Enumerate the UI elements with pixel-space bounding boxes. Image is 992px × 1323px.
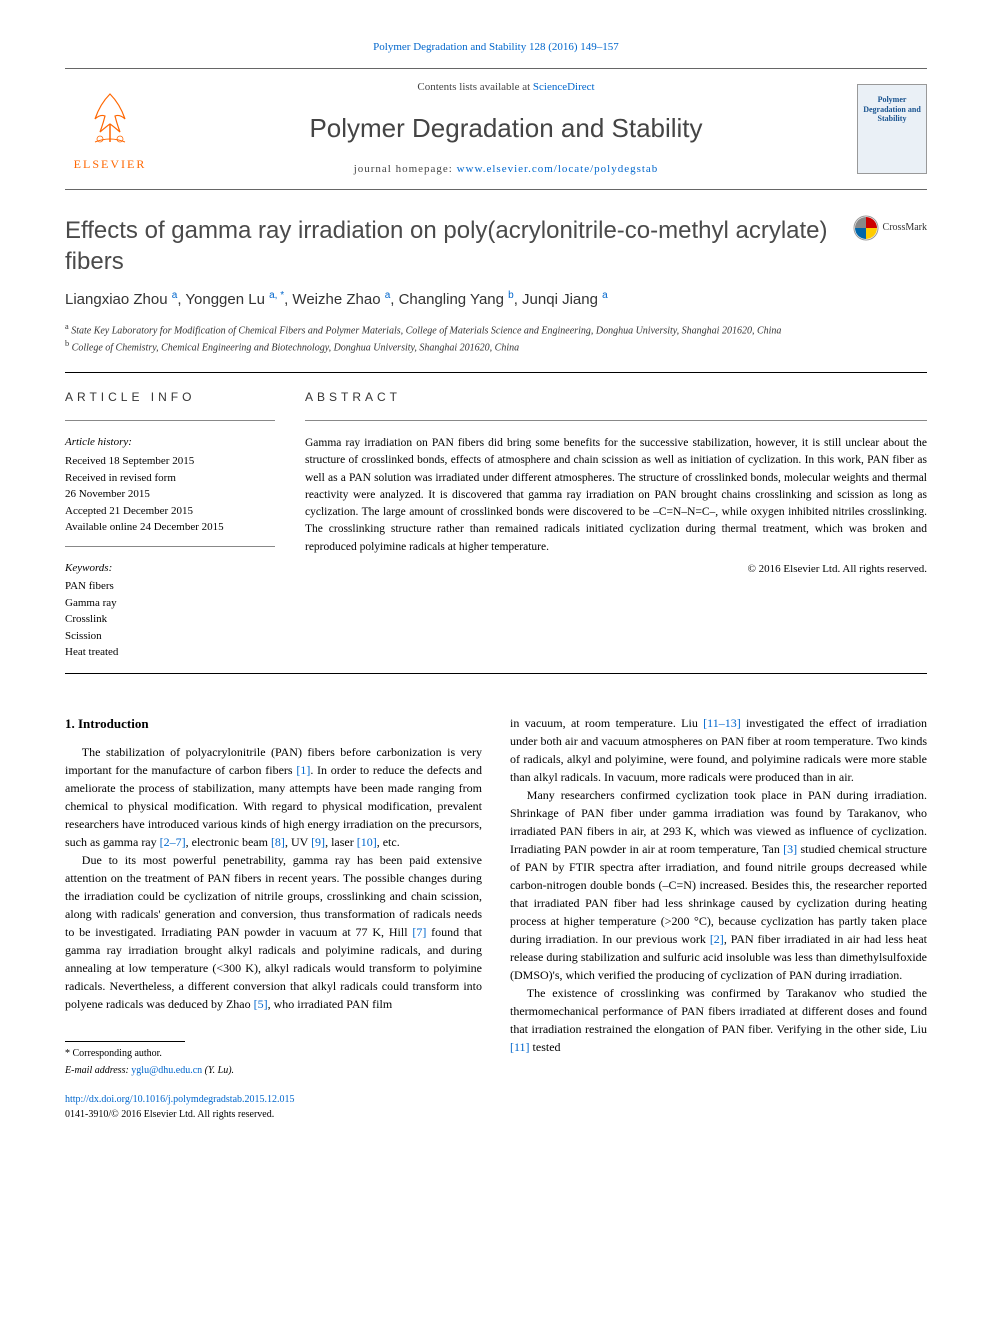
article-info: ARTICLE INFO Article history: Received 1… xyxy=(65,389,275,661)
history-list: Received 18 September 2015Received in re… xyxy=(65,453,275,536)
affiliations: a State Key Laboratory for Modification … xyxy=(65,321,927,356)
keyword: Heat treated xyxy=(65,644,275,661)
abstract-text: Gamma ray irradiation on PAN fibers did … xyxy=(305,435,927,556)
doi-link[interactable]: http://dx.doi.org/10.1016/j.polymdegrads… xyxy=(65,1094,295,1105)
contents-line: Contents lists available at ScienceDirec… xyxy=(155,80,857,96)
abstract-heading: ABSTRACT xyxy=(305,389,927,406)
section-heading: 1. Introduction xyxy=(65,714,482,734)
body-paragraph: in vacuum, at room temperature. Liu [11–… xyxy=(510,714,927,786)
body-paragraph: The existence of crosslinking was confir… xyxy=(510,984,927,1056)
elsevier-tree-icon xyxy=(75,84,145,154)
body-paragraph: Due to its most powerful penetrability, … xyxy=(65,851,482,1013)
keyword: Crosslink xyxy=(65,611,275,628)
journal-name: Polymer Degradation and Stability xyxy=(155,110,857,148)
homepage-line: journal homepage: www.elsevier.com/locat… xyxy=(155,162,857,178)
crossmark-badge[interactable]: CrossMark xyxy=(853,215,927,241)
body-right-column: in vacuum, at room temperature. Liu [11–… xyxy=(510,714,927,1123)
crossmark-icon xyxy=(853,215,879,241)
body-left-column: 1. Introduction The stabilization of pol… xyxy=(65,714,482,1123)
email-line: E-mail address: yglu@dhu.edu.cn (Y. Lu). xyxy=(65,1063,482,1078)
copyright: © 2016 Elsevier Ltd. All rights reserved… xyxy=(305,562,927,578)
body-paragraph: The stabilization of polyacrylonitrile (… xyxy=(65,743,482,851)
footer-divider xyxy=(65,1041,185,1042)
article-title: Effects of gamma ray irradiation on poly… xyxy=(65,215,853,277)
affiliation-a: a State Key Laboratory for Modification … xyxy=(65,321,927,338)
homepage-link[interactable]: www.elsevier.com/locate/polydegstab xyxy=(457,163,659,175)
history-label: Article history: xyxy=(65,435,275,451)
abstract-column: ABSTRACT Gamma ray irradiation on PAN fi… xyxy=(305,389,927,661)
keywords-list: PAN fibersGamma rayCrosslinkScissionHeat… xyxy=(65,578,275,661)
journal-cover[interactable]: Polymer Degradation and Stability xyxy=(857,84,927,174)
history-item: 26 November 2015 xyxy=(65,486,275,503)
keywords-divider xyxy=(65,546,275,547)
divider xyxy=(65,372,927,373)
history-item: Received 18 September 2015 xyxy=(65,453,275,470)
affiliation-b: b College of Chemistry, Chemical Enginee… xyxy=(65,338,927,355)
history-item: Accepted 21 December 2015 xyxy=(65,503,275,520)
contents-text: Contents lists available at xyxy=(417,81,532,93)
citation-header: Polymer Degradation and Stability 128 (2… xyxy=(65,40,927,56)
authors: Liangxiao Zhou a, Yonggen Lu a, *, Weizh… xyxy=(65,289,927,311)
keyword: PAN fibers xyxy=(65,578,275,595)
issn-line: 0141-3910/© 2016 Elsevier Ltd. All right… xyxy=(65,1107,482,1122)
history-item: Available online 24 December 2015 xyxy=(65,519,275,536)
email-name: (Y. Lu). xyxy=(202,1065,234,1076)
email-label: E-mail address: xyxy=(65,1065,131,1076)
doi-section: http://dx.doi.org/10.1016/j.polymdegrads… xyxy=(65,1092,482,1122)
info-heading: ARTICLE INFO xyxy=(65,389,275,406)
crossmark-label: CrossMark xyxy=(883,221,927,236)
keywords-label: Keywords: xyxy=(65,561,275,577)
title-row: Effects of gamma ray irradiation on poly… xyxy=(65,215,927,277)
homepage-prefix: journal homepage: xyxy=(354,163,457,175)
body-columns: 1. Introduction The stabilization of pol… xyxy=(65,714,927,1123)
citation-link[interactable]: Polymer Degradation and Stability 128 (2… xyxy=(373,41,619,53)
publisher-name: ELSEVIER xyxy=(74,156,147,173)
sciencedirect-link[interactable]: ScienceDirect xyxy=(533,81,595,93)
masthead: ELSEVIER Contents lists available at Sci… xyxy=(65,68,927,190)
info-divider xyxy=(65,420,275,421)
info-abstract-row: ARTICLE INFO Article history: Received 1… xyxy=(65,389,927,661)
email-link[interactable]: yglu@dhu.edu.cn xyxy=(131,1065,202,1076)
body-paragraph: Many researchers confirmed cyclization t… xyxy=(510,786,927,984)
abstract-divider xyxy=(305,420,927,421)
keyword: Gamma ray xyxy=(65,595,275,612)
footer-section: * Corresponding author. E-mail address: … xyxy=(65,1041,482,1078)
corresponding-author: * Corresponding author. xyxy=(65,1046,482,1061)
history-item: Received in revised form xyxy=(65,470,275,487)
divider-bottom xyxy=(65,673,927,674)
masthead-center: Contents lists available at ScienceDirec… xyxy=(155,80,857,178)
cover-title: Polymer Degradation and Stability xyxy=(858,95,926,124)
keyword: Scission xyxy=(65,628,275,645)
publisher-logo[interactable]: ELSEVIER xyxy=(65,79,155,179)
